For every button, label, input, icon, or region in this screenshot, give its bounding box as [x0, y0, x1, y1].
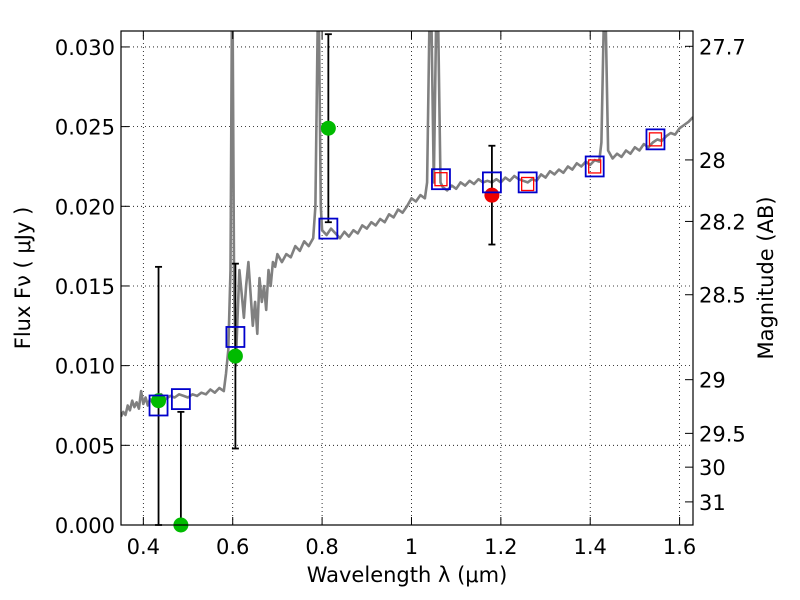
- observed-photometry-square: [521, 176, 535, 192]
- y-axis-left: 0.000 0.005 0.010 0.015 0.020 0.025 0.030: [55, 36, 129, 538]
- y-tick-label: 0.015: [55, 275, 115, 299]
- x-tick-label: 1: [405, 535, 418, 559]
- x-tick-label: 1.2: [484, 535, 517, 559]
- y-axis-label-left: Flux Fν ( μJy ): [11, 207, 35, 350]
- mag-tick-label: 27.7: [699, 35, 746, 59]
- model-photometry-square: [584, 155, 605, 178]
- plot-frame: [120, 30, 694, 526]
- mag-tick-label: 28.5: [699, 284, 746, 308]
- observed-photometry-square: [588, 159, 602, 174]
- model-photometry-square: [482, 171, 502, 194]
- y-tick-label: 0.030: [55, 36, 115, 60]
- mag-tick-label: 28: [699, 149, 726, 173]
- flux-point: [484, 187, 500, 203]
- model-photometry-square: [170, 388, 191, 411]
- model-spectrum: [121, 31, 693, 418]
- y-tick-label: 0.025: [55, 116, 115, 140]
- model-photometry-square: [225, 326, 246, 348]
- x-tick-label: 1.4: [574, 535, 607, 559]
- flux-point: [227, 348, 243, 364]
- flux-point: [320, 120, 336, 136]
- spectrum-line: [121, 31, 693, 418]
- mag-tick-label: 30: [699, 456, 726, 480]
- mag-tick-label: 29.5: [699, 422, 746, 446]
- mag-tick-label: 29: [699, 369, 726, 393]
- model-photometry-square: [431, 168, 451, 191]
- y-tick-label: 0.005: [55, 434, 115, 458]
- y-axis-right: 27.7 28 28.2 28.5 29 29.5 30 31: [685, 35, 746, 515]
- model-photometry-square: [148, 394, 169, 417]
- x-tick-label: 1.6: [663, 535, 696, 559]
- y-tick-label: 0.020: [55, 195, 115, 219]
- x-axis-label: Wavelength λ (μm): [307, 563, 508, 587]
- x-tick-label: 0.8: [305, 535, 338, 559]
- y-tick-label: 0.000: [55, 514, 115, 538]
- model-photometry-square: [517, 171, 538, 194]
- mag-tick-label: 31: [699, 491, 726, 515]
- error-bars: [155, 33, 496, 526]
- model-photometry-square: [645, 128, 666, 151]
- x-tick-label: 0.6: [216, 535, 249, 559]
- y-axis-label-right: Magnitude (AB): [754, 196, 778, 359]
- x-tick-label: 0.4: [127, 535, 160, 559]
- photometry-markers: [148, 120, 666, 533]
- y-tick-label: 0.010: [55, 355, 115, 379]
- x-axis: 0.4 0.6 0.8 1 1.2 1.4 1.6: [127, 31, 696, 559]
- observed-photometry-square: [434, 172, 448, 187]
- observed-photometry-square: [648, 132, 663, 147]
- model-photometry-square: [318, 217, 339, 240]
- flux-point: [151, 393, 167, 409]
- mag-tick-label: 28.2: [699, 210, 746, 234]
